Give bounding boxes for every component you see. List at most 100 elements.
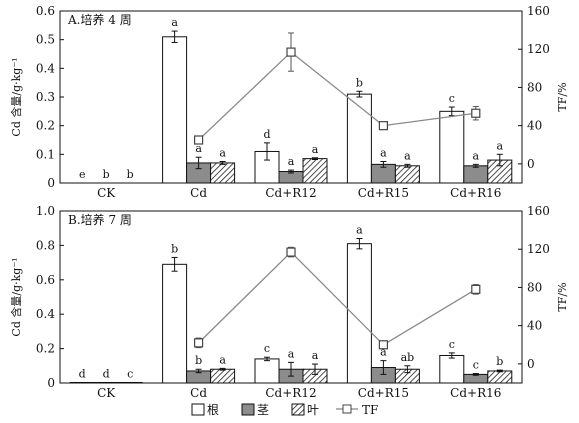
panel-b-y-axis: 0 0.2 0.4 0.6 0.8 1.0 [36,204,64,390]
panel-a-ytick-label: 0.1 [36,147,55,161]
legend-item-tf: TF [336,403,378,417]
panel-a-sig-letter-leaf: a [404,149,411,162]
panel-a-bar-root [439,110,465,184]
panel-b-y2tick-label: 120 [527,242,550,256]
legend-item-root: 根 [191,403,219,417]
panel-b-tf-segment [198,251,292,344]
panel-a-ytick-label: 0.5 [36,33,55,47]
panel-a-sig-letter-stem: b [103,168,110,181]
panel-b-y2tick-label: 80 [527,280,542,294]
panel-a-tf-point [194,135,204,145]
panel-b-sig-letter-stem: c [473,359,479,372]
panel-a-sig-letter-stem: a [195,142,202,155]
panel-a-y-axis: 0 0.1 0.2 0.3 0.4 0.5 0.6 [36,4,64,190]
panel-b-bar-root [439,354,465,384]
panel-a-bars [162,30,513,184]
panel-a-sig-letter-root: b [356,76,363,89]
panel-b-sig-letter-leaf: c [127,367,133,380]
panel-a-sig-letter-root: e [79,168,86,181]
panel-a-category-label: Cd+R16 [450,186,501,200]
panel-b-sig-letter-stem: a [380,346,387,359]
panel-b-category-label: Cd+R16 [450,386,501,400]
panel-b-ytick-label: 1.0 [36,204,55,218]
panel-b-bar-root [162,263,188,384]
panel-a-sig-letter-root: a [171,16,178,29]
panel-a-tf-point [286,47,296,57]
panel-a-bar-root [346,93,372,184]
panel-a-tf-line [194,32,481,145]
legend-swatch-leaf [291,403,305,416]
panel-b-bars [69,238,513,384]
panel-b-sig-letter-root: c [264,342,270,355]
panel-a-ylabel: Cd 含量/g·kg⁻¹ [9,57,23,136]
panel-b-bar-root [346,243,372,384]
panel-b-title: B.培养 7 周 [68,212,132,227]
panel-a-bar-root [162,36,188,184]
panel-b: B.培养 7 周 Cd 含量/g·kg⁻¹ TF/% 0 0.2 0.4 0.6 0.8… [9,204,569,400]
panel-a-sig-letter-root: c [449,92,455,105]
panel-a-category-label: Cd [190,186,207,200]
panel-b-sig-letter-leaf: b [496,355,503,368]
panel-b-sig-letter-leaf: ab [401,351,415,364]
panel-a-y2tick-label: 80 [527,80,542,94]
panel-a-tf-segment [383,112,476,127]
panel-b-sig-letter-root: b [171,242,178,255]
panel-a-y2tick-label: 0 [527,157,535,171]
panel-b-category-label: Cd+R15 [358,386,409,400]
panel-a-sig-letter-leaf: a [497,139,504,152]
panel-b-sig-letter-leaf: a [219,353,226,366]
panel-a-ytick-label: 0.4 [36,61,55,75]
legend-label-stem: 茎 [257,403,269,417]
panel-b-sig-letter-root: c [449,338,455,351]
panel-a-tf-segment [198,51,292,141]
panel-b-y2tick-label: 160 [527,204,550,218]
panel-a-sig-letter-stem: a [473,149,480,162]
panel-a-significance-letters: e a d b c b a a a a b a a a a [79,16,504,181]
panel-a-bar-leaf [394,165,420,184]
panel-b-sig-letter-leaf: a [312,349,319,362]
panel-b-tf-segment [290,251,384,346]
panel-b-y2tick-label: 0 [527,357,535,371]
panel-b-tf-point [286,247,296,257]
panel-a-sig-letter-root: d [263,128,270,141]
legend-label-root: 根 [207,403,219,417]
panel-b-bar-leaf [210,368,236,384]
panel-a-ytick-label: 0.6 [36,4,55,18]
panel-a-category-label: CK [97,186,116,200]
panel-b-ytick-label: 0.2 [36,342,55,356]
panel-b-category-label: Cd [190,386,207,400]
panel-b-sig-letter-stem: b [195,354,202,367]
panel-b-tf-point [378,340,388,350]
panel-b-y2-axis: 0 40 80 120 160 [518,204,550,371]
panel-a-tf-segment [290,51,384,127]
panel-a-category-label: Cd+R15 [358,186,409,200]
panel-b-category-label: Cd+R12 [265,386,316,400]
legend-swatch-stem [241,403,255,416]
panel-b-bar-root [254,358,280,384]
panel-b-sig-letter-root: a [356,224,363,237]
panel-b-ytick-label: 0 [47,376,55,390]
panel-b-tf-point [194,338,204,348]
panel-b-x-axis: CK Cd Cd+R12 Cd+R15 Cd+R16 [97,386,501,400]
legend-item-leaf: 叶 [291,403,319,417]
panel-b-sig-letter-stem: d [103,367,110,380]
legend-item-stem: 茎 [241,403,269,417]
panel-a-y2tick-label: 160 [527,4,550,18]
panel-b-tf-segment [383,288,477,346]
panel-a-title: A.培养 4 周 [67,12,132,27]
panel-b-ytick-label: 0.8 [36,238,55,252]
panel-a-category-label: Cd+R12 [265,186,316,200]
panel-b-bar-root [69,381,95,384]
panel-b-ytick-label: 0.6 [36,273,55,287]
panel-b-sig-letter-root: d [79,367,86,380]
panel-b-category-label: CK [97,386,116,400]
panel-b-ylabel: Cd 含量/g·kg⁻¹ [9,257,23,336]
panel-a-bar-leaf [302,158,328,184]
panel-a-sig-letter-leaf: b [127,168,134,181]
panel-a-y2tick-label: 40 [527,119,542,133]
panel-a-y2-axis: 0 40 80 120 160 [518,4,550,171]
panel-a: A.培养 4 周 Cd 含量/g·kg⁻¹ TF/% 0 0.1 0.2 0.3 0.4… [9,4,569,200]
panel-b-bar-leaf [487,370,513,384]
panel-a-x-axis: CK Cd Cd+R12 Cd+R15 Cd+R16 [97,186,501,200]
